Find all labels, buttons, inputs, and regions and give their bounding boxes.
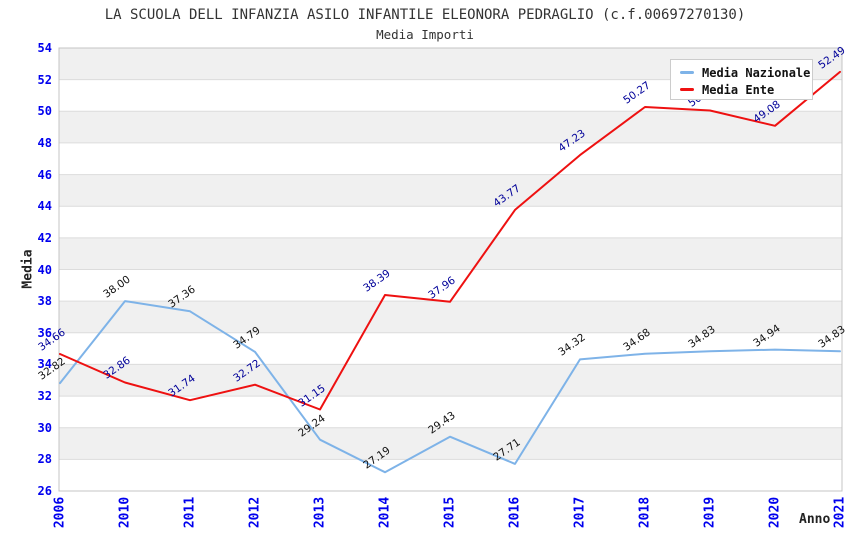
- legend-label: Media Nazionale: [702, 65, 811, 80]
- chart-subtitle: Media Importi: [376, 27, 474, 42]
- x-tick-label: 2013: [312, 496, 328, 529]
- x-tick-label: 2014: [377, 496, 393, 529]
- x-tick-label: 2020: [767, 496, 783, 529]
- x-tick-label: 2017: [572, 496, 588, 529]
- x-axis-title: Anno: [799, 512, 831, 527]
- x-tick-label: 2010: [117, 496, 133, 529]
- x-tick-label: 2012: [247, 496, 263, 529]
- y-tick-label: 54: [37, 41, 52, 55]
- legend-item-media-nazionale[interactable]: Media Nazionale: [671, 64, 812, 81]
- media-ente-line-swatch-icon: [680, 88, 694, 91]
- x-tick-label: 2018: [637, 496, 653, 529]
- y-tick-label: 38: [37, 294, 52, 309]
- legend-label: Media Ente: [702, 82, 775, 97]
- y-tick-label: 44: [37, 199, 52, 214]
- y-tick-label: 36: [37, 325, 52, 340]
- media-nazionale-line-swatch-icon: [680, 71, 694, 74]
- y-tick-label: 40: [37, 262, 52, 277]
- y-axis-title: Media: [20, 249, 36, 289]
- y-tick-label: 50: [37, 104, 52, 119]
- legend: Media Nazionale Media Ente: [670, 59, 813, 100]
- y-tick-label: 26: [37, 484, 52, 498]
- x-tick-label: 2019: [702, 496, 718, 529]
- y-tick-label: 42: [37, 230, 52, 245]
- x-tick-label: 2006: [52, 496, 68, 529]
- x-tick-label: 2011: [182, 496, 198, 529]
- x-tick-label: 2016: [507, 496, 523, 529]
- x-tick-label: 2021: [832, 496, 848, 529]
- chart-title: LA SCUOLA DELL INFANZIA ASILO INFANTILE …: [104, 7, 746, 23]
- y-tick-label: 52: [37, 72, 52, 87]
- legend-item-media-ente[interactable]: Media Ente: [671, 81, 812, 98]
- x-tick-label: 2015: [442, 496, 458, 529]
- y-tick-label: 48: [37, 135, 52, 150]
- y-tick-label: 32: [37, 389, 52, 404]
- y-tick-label: 28: [37, 452, 52, 467]
- y-tick-label: 46: [37, 167, 52, 182]
- y-tick-label: 30: [37, 420, 52, 435]
- y-tick-label: 34: [37, 357, 52, 372]
